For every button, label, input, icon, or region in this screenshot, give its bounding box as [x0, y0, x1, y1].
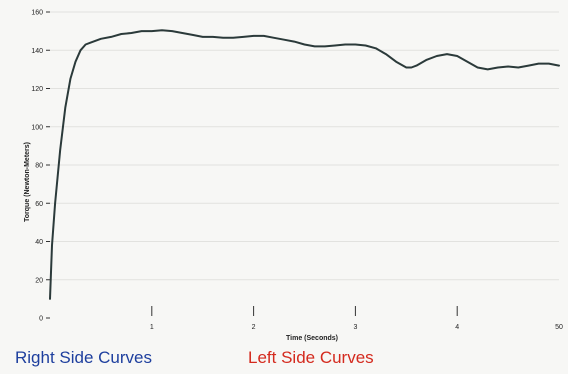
left-side-curves-label: Left Side Curves: [248, 348, 374, 367]
right-side-curves-label: Right Side Curves: [15, 348, 153, 367]
y-axis-label: Torque (Newton-Meters): [24, 142, 31, 222]
series-layer: [49, 29, 560, 300]
y-tick-label: 80: [35, 163, 43, 170]
y-tick-label: 40: [35, 239, 43, 246]
y-tick-label: 140: [31, 48, 43, 55]
x-tick-label: 1: [150, 324, 154, 331]
y-tick-label: 20: [35, 277, 43, 284]
axes: 0 20 40 60 80 100 120 140 160 1 2 3 4 50: [31, 10, 563, 332]
x-tick-label: 2: [252, 324, 256, 331]
x-tick-label: 3: [353, 324, 357, 331]
y-tick-label: 100: [31, 124, 43, 131]
y-tick-label: 0: [39, 316, 43, 323]
grid: [50, 11, 559, 281]
torque-series-line: [49, 29, 560, 300]
x-tick-label-end: 50: [555, 324, 563, 331]
x-tick-label: 4: [455, 324, 459, 331]
y-tick-label: 60: [35, 201, 43, 208]
x-axis-label: Time (Seconds): [286, 335, 338, 342]
y-tick-label: 120: [31, 86, 43, 93]
y-tick-label: 160: [31, 10, 43, 17]
torque-line-chart: 0 20 40 60 80 100 120 140 160 1 2 3 4 50 Torque (Newt…: [24, 10, 563, 343]
